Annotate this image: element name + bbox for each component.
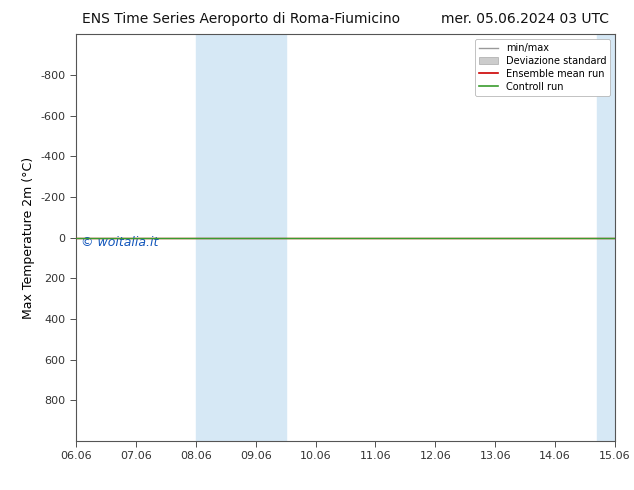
Text: ENS Time Series Aeroporto di Roma-Fiumicino: ENS Time Series Aeroporto di Roma-Fiumic… — [82, 12, 400, 26]
Y-axis label: Max Temperature 2m (°C): Max Temperature 2m (°C) — [22, 157, 35, 318]
Bar — [597, 34, 634, 441]
Bar — [196, 34, 286, 441]
Text: mer. 05.06.2024 03 UTC: mer. 05.06.2024 03 UTC — [441, 12, 609, 26]
Text: © woitalia.it: © woitalia.it — [81, 236, 159, 248]
Legend: min/max, Deviazione standard, Ensemble mean run, Controll run: min/max, Deviazione standard, Ensemble m… — [475, 39, 610, 96]
